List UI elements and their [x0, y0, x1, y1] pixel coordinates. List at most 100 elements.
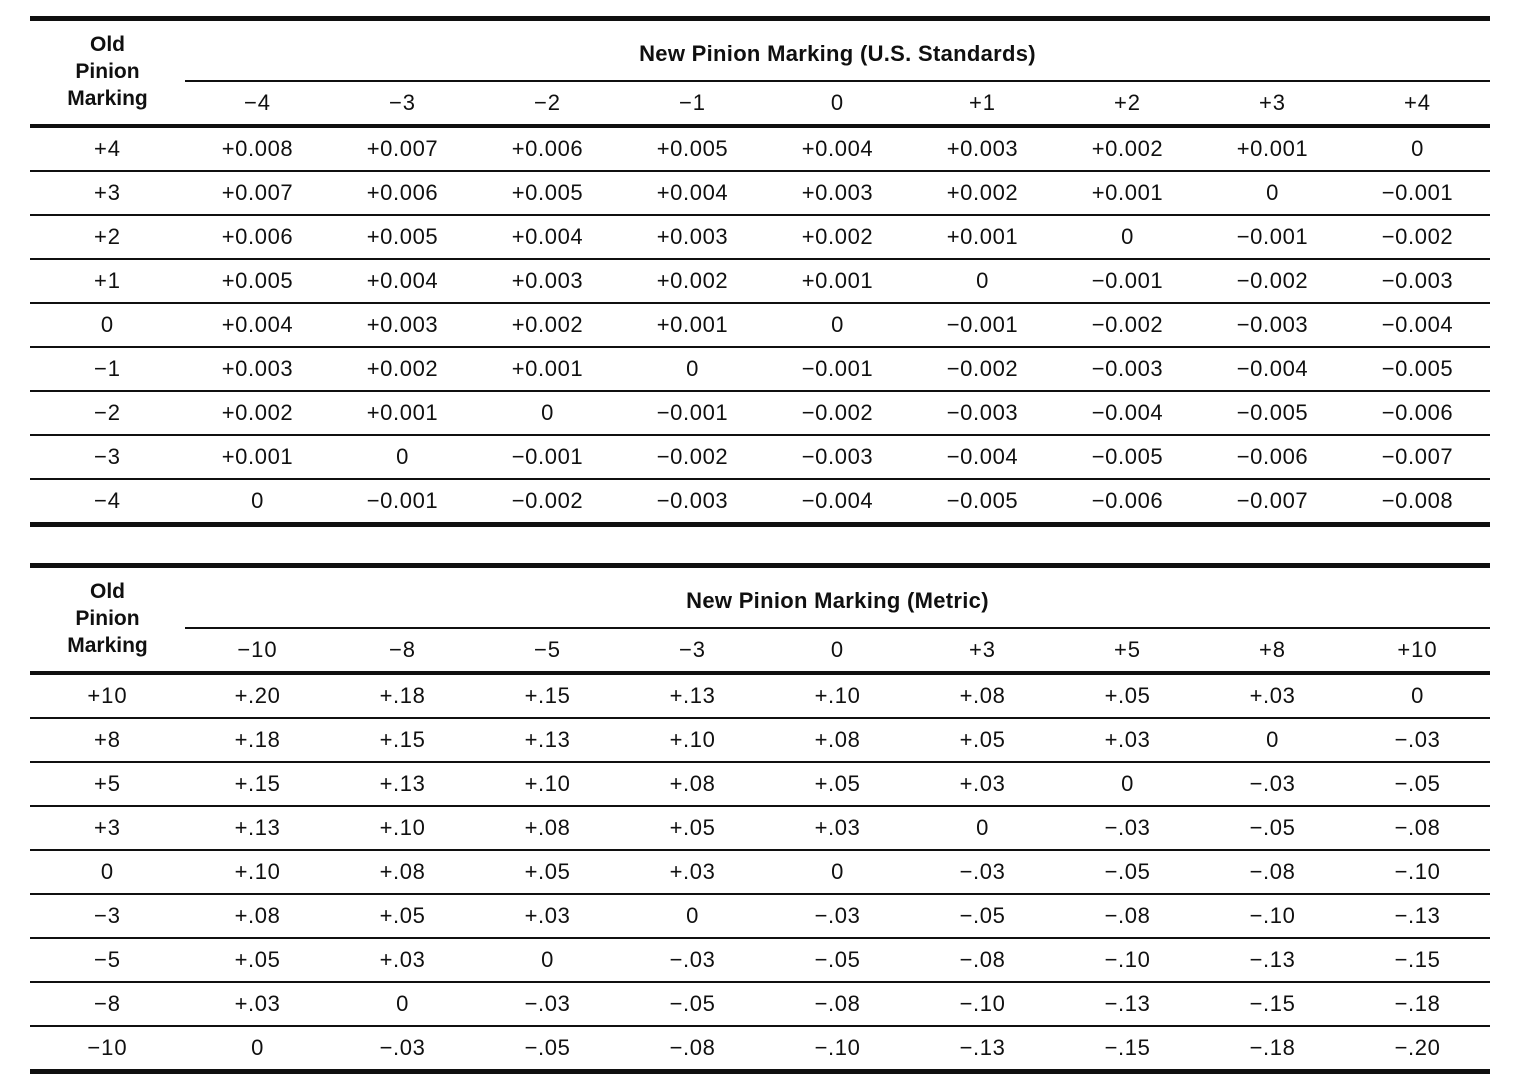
value-cell: −0.003	[656, 488, 729, 513]
value-cell: +0.002	[946, 180, 1019, 205]
value-cell: −0.006	[1381, 400, 1454, 425]
value-cell: −0.003	[1236, 312, 1309, 337]
column-header: 0	[830, 637, 845, 662]
value-cell: −.10	[1394, 859, 1441, 884]
row-label: −10	[87, 1035, 128, 1060]
value-cell: +0.003	[366, 312, 439, 337]
value-cell: −0.003	[1091, 356, 1164, 381]
value-cell: −.03	[379, 1035, 426, 1060]
value-cell: +.08	[379, 859, 426, 884]
table-row: −2 +0.002 +0.001 0 −0.001 −0.002 −0.003 −0.004 −…	[30, 391, 1490, 435]
value-cell: +.20	[234, 683, 281, 708]
row-header-label: Old Pinion Marking	[67, 579, 148, 658]
table-row: +5 +.15 +.13 +.10 +.08 +.05 +.03 0 −.03 −.05	[30, 762, 1490, 806]
value-cell: +.15	[234, 771, 281, 796]
row-label: 0	[100, 312, 115, 337]
table-row: +4 +0.008 +0.007 +0.006 +0.005 +0.004 +0.003 +0…	[30, 126, 1490, 171]
value-cell: −0.008	[1381, 488, 1454, 513]
value-cell: −0.006	[1236, 444, 1309, 469]
column-header: −5	[533, 637, 562, 662]
value-cell: −0.002	[946, 356, 1019, 381]
value-cell: +0.002	[511, 312, 584, 337]
value-cell: −0.001	[366, 488, 439, 513]
table-row: −8 +.03 0 −.03 −.05 −.08 −.10 −.13 −.15 −.18	[30, 982, 1490, 1026]
value-cell: −.20	[1394, 1035, 1441, 1060]
row-label: −2	[93, 400, 122, 425]
value-cell: −.10	[1249, 903, 1296, 928]
value-cell: −.13	[1249, 947, 1296, 972]
value-cell: −0.005	[1236, 400, 1309, 425]
value-cell: 0	[541, 947, 554, 972]
value-cell: −0.007	[1236, 488, 1309, 513]
table-row: +3 +0.007 +0.006 +0.005 +0.004 +0.003 +0.002 +0…	[30, 171, 1490, 215]
value-cell: −0.001	[511, 444, 584, 469]
value-cell: +0.007	[366, 136, 439, 161]
row-label: +3	[93, 815, 122, 840]
value-cell: +.05	[379, 903, 426, 928]
value-cell: +.05	[669, 815, 716, 840]
value-cell: 0	[396, 991, 409, 1016]
value-cell: +.13	[524, 727, 571, 752]
value-cell: +.08	[524, 815, 571, 840]
value-cell: +.15	[524, 683, 571, 708]
value-cell: −0.002	[1381, 224, 1454, 249]
value-cell: 0	[541, 400, 554, 425]
row-label: 0	[100, 859, 115, 884]
value-cell: +.15	[379, 727, 426, 752]
table-row: +3 +.13 +.10 +.08 +.05 +.03 0 −.03 −.05 −.08	[30, 806, 1490, 850]
value-cell: +.10	[379, 815, 426, 840]
value-cell: +0.005	[221, 268, 294, 293]
column-header-row: −4 −3 −2 −1 0 +1 +2 +3 +4	[30, 81, 1490, 126]
column-header: +3	[1258, 90, 1287, 115]
column-header: −10	[237, 637, 278, 662]
value-cell: −.13	[1104, 991, 1151, 1016]
value-cell: +0.004	[511, 224, 584, 249]
column-header: +3	[968, 637, 997, 662]
value-cell: +0.002	[366, 356, 439, 381]
value-cell: +0.006	[511, 136, 584, 161]
column-header: +8	[1258, 637, 1287, 662]
value-cell: −.03	[1104, 815, 1151, 840]
value-cell: −0.002	[801, 400, 874, 425]
value-cell: −0.001	[801, 356, 874, 381]
value-cell: +.05	[234, 947, 281, 972]
value-cell: +0.003	[656, 224, 729, 249]
value-cell: −0.004	[801, 488, 874, 513]
column-header: −8	[388, 637, 417, 662]
value-cell: −.05	[524, 1035, 571, 1060]
value-cell: −.05	[1104, 859, 1151, 884]
value-cell: 0	[1411, 136, 1424, 161]
row-label: +5	[93, 771, 122, 796]
value-cell: +.05	[524, 859, 571, 884]
column-header: −1	[678, 90, 707, 115]
value-cell: −.03	[1249, 771, 1296, 796]
row-label: +3	[93, 180, 122, 205]
value-cell: −.15	[1104, 1035, 1151, 1060]
value-cell: 0	[1266, 180, 1279, 205]
value-cell: +.10	[814, 683, 861, 708]
value-cell: +0.005	[366, 224, 439, 249]
value-cell: +.05	[1104, 683, 1151, 708]
value-cell: −.03	[1394, 727, 1441, 752]
value-cell: 0	[686, 903, 699, 928]
value-cell: 0	[1266, 727, 1279, 752]
column-header: 0	[830, 90, 845, 115]
value-cell: +0.004	[656, 180, 729, 205]
column-header-row: −10 −8 −5 −3 0 +3 +5 +8 +10	[30, 628, 1490, 673]
table-header-row: Old Pinion Marking New Pinion Marking (U.…	[30, 18, 1490, 110]
value-cell: +.13	[379, 771, 426, 796]
table-row: −4 0 −0.001 −0.002 −0.003 −0.004 −0.005 −0.006 −…	[30, 479, 1490, 525]
value-cell: +0.003	[946, 136, 1019, 161]
value-cell: +.03	[669, 859, 716, 884]
value-cell: −.05	[959, 903, 1006, 928]
value-cell: +.13	[234, 815, 281, 840]
value-cell: +.10	[524, 771, 571, 796]
table-row: +10 +.20 +.18 +.15 +.13 +.10 +.08 +.05 +.03 0	[30, 673, 1490, 718]
value-cell: +0.002	[801, 224, 874, 249]
metric-table: Old Pinion Marking New Pinion Marking (Me…	[30, 563, 1490, 1074]
value-cell: −.03	[524, 991, 571, 1016]
value-cell: +0.005	[511, 180, 584, 205]
column-header: −3	[678, 637, 707, 662]
value-cell: −0.004	[946, 444, 1019, 469]
value-cell: +.13	[669, 683, 716, 708]
